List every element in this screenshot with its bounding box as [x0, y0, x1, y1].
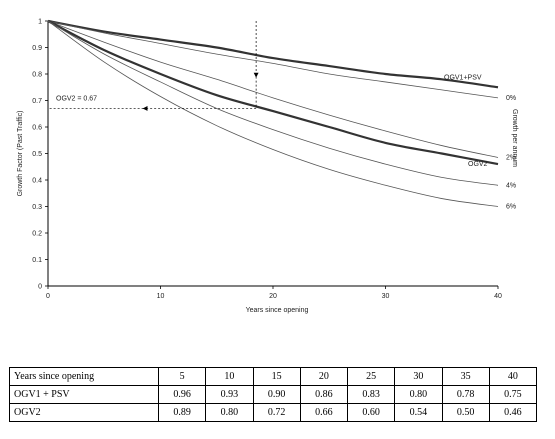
- series-label: 6%: [506, 204, 516, 211]
- growth-factor-table: Years since opening 5 10 15 20 25 30 35 40 OGV1 +…: [9, 367, 538, 422]
- table-cell: 0.72: [252, 403, 301, 422]
- table-cell: 25: [346, 367, 396, 386]
- table-row-label: OGV2: [9, 403, 159, 422]
- table-cell: 0.89: [157, 403, 207, 422]
- table-cell: 0.66: [299, 403, 349, 422]
- table-cell: 20: [299, 367, 349, 386]
- y-tick-label: 0.4: [32, 178, 42, 185]
- table-row-label: OGV1 + PSV: [9, 385, 159, 404]
- table-row: OGV2 0.89 0.80 0.72 0.66 0.60 0.54 0.50 0.46: [9, 403, 538, 422]
- table-cell: 0.80: [205, 403, 254, 422]
- series-line-2-: [47, 20, 499, 158]
- table-cell: 10: [205, 367, 254, 386]
- series-label: 4%: [506, 182, 516, 189]
- table-cell: 0.54: [394, 403, 443, 422]
- table-cell: 0.78: [441, 385, 490, 404]
- y-tick-label: 0: [38, 284, 42, 291]
- y-tick-label: 0.8: [32, 72, 42, 79]
- series-label: 0%: [506, 95, 516, 102]
- series-line-ogv2: [47, 20, 499, 166]
- table-cell: 0.75: [488, 385, 538, 404]
- series-line-6-: [47, 20, 499, 207]
- y-tick-label: 0.5: [32, 151, 42, 158]
- table-row: OGV1 + PSV 0.96 0.93 0.90 0.86 0.83 0.80 0.78 0.…: [9, 385, 538, 404]
- annotation-label: OGV2 = 0.67: [56, 95, 97, 102]
- table-cell: 0.50: [441, 403, 490, 422]
- table-cell: 0.96: [157, 385, 207, 404]
- table-cell: 15: [252, 367, 301, 386]
- y-tick-label: 1: [38, 19, 42, 26]
- x-tick-label: 10: [157, 293, 165, 300]
- table-header-label: Years since opening: [9, 367, 159, 386]
- table-cell: 35: [441, 367, 490, 386]
- chart-labels: Years since opening Growth Factor (Past T…: [17, 74, 518, 314]
- table-cell: 0.86: [299, 385, 349, 404]
- x-tick-label: 30: [382, 293, 390, 300]
- series-label: OGV2: [468, 161, 488, 168]
- table-cell: 0.90: [252, 385, 301, 404]
- series-line-ogv1-psv: [47, 19, 499, 89]
- chart-series: [47, 19, 499, 207]
- y-tick-label: 0.1: [32, 257, 42, 264]
- x-tick-label: 0: [46, 293, 50, 300]
- series-label: 2%: [506, 154, 516, 161]
- x-tick-label: 40: [494, 293, 502, 300]
- y-axis-title: Growth Factor (Past Traffic): [17, 111, 24, 197]
- y-tick-label: 0.3: [32, 204, 42, 211]
- y-tick-label: 0.9: [32, 45, 42, 52]
- y-tick-label: 0.2: [32, 231, 42, 238]
- table-cell: 0.80: [394, 385, 443, 404]
- table-cell: 40: [488, 367, 538, 386]
- table-row: Years since opening 5 10 15 20 25 30 35 40: [9, 367, 538, 386]
- table-cell: 0.60: [346, 403, 396, 422]
- table-cell: 0.83: [346, 385, 396, 404]
- chart-axes: 00.10.20.30.40.50.60.70.80.910 10 20 30 40: [32, 19, 502, 301]
- series-line-4-: [47, 20, 499, 186]
- y-tick-label: 0.6: [32, 125, 42, 132]
- table-cell: 5: [157, 367, 207, 386]
- table-cell: 0.46: [488, 403, 538, 422]
- table-cell: 0.93: [205, 385, 254, 404]
- growth-factor-chart: 00.10.20.30.40.50.60.70.80.910 10 20 30 40 O…: [17, 19, 518, 315]
- y-tick-label: 0.7: [32, 98, 42, 105]
- x-tick-label: 20: [269, 293, 277, 300]
- table-cell: 30: [394, 367, 443, 386]
- series-line-0-: [47, 20, 499, 99]
- chart-annotation: OGV2 = 0.67: [48, 21, 259, 111]
- series-label: OGV1+PSV: [444, 74, 482, 81]
- x-axis-title: Years since opening: [246, 307, 309, 314]
- right-axis-title: Growth per annum: [511, 109, 518, 167]
